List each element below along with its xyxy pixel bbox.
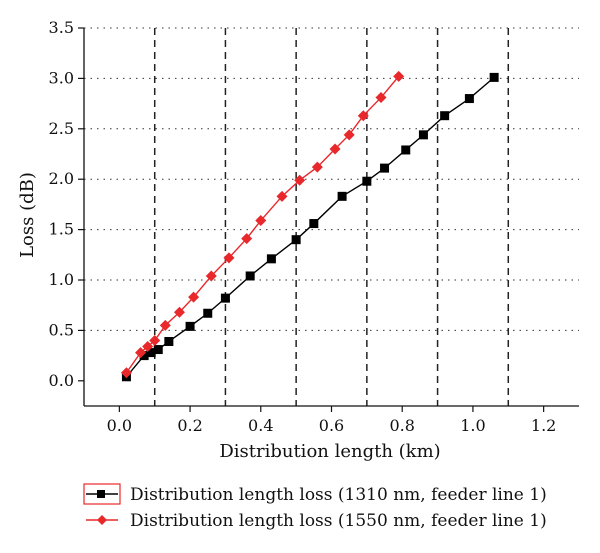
data-point-square [362,176,372,186]
axes-layer [78,27,579,412]
data-point-diamond [241,233,253,245]
data-point-diamond [205,270,217,282]
data-point-diamond [159,319,171,331]
data-point-diamond [375,92,387,104]
x-tick-label: 0.6 [319,416,344,435]
data-point-square [245,271,255,281]
data-point-diamond [311,161,323,173]
data-point-square [146,348,156,358]
legend-box [83,483,121,505]
y-tick-label: 1.5 [49,220,74,239]
x-tick-label: 0.4 [248,416,273,435]
data-point-diamond [294,174,306,186]
y-tick-label: 0.5 [49,320,74,339]
legend-label-1310: Distribution length loss (1310 nm, feede… [130,485,547,505]
data-point-square [266,254,276,264]
data-point-square [464,94,474,104]
data-point-diamond [188,291,200,303]
labels-layer: Distribution length (km) Loss (dB) 0.0 0.… [17,18,556,462]
data-point-square [309,219,319,229]
legend-marker-square [97,490,105,498]
legend: Distribution length loss (1310 nm, feede… [83,483,547,531]
legend-item-1550: Distribution length loss (1550 nm, feede… [86,511,547,531]
x-tick-label: 1.2 [531,416,556,435]
data-point-square [153,345,163,355]
data-point-diamond [223,252,235,264]
data-point-square [440,111,450,121]
data-point-diamond [149,334,161,346]
legend-item-1310: Distribution length loss (1310 nm, feede… [83,483,547,505]
grid-layer [84,27,579,406]
x-tick-label: 0.2 [177,416,202,435]
y-tick-label: 0.0 [49,371,74,390]
data-point-diamond [357,110,369,122]
y-tick-label: 3.0 [49,68,74,87]
x-axis-title: Distribution length (km) [219,441,440,462]
data-point-diamond [255,215,267,227]
data-point-square [164,336,174,346]
y-tick-label: 3.5 [49,18,74,37]
x-tick-label: 0.0 [107,416,132,435]
data-point-square [220,293,230,303]
data-point-square [139,351,149,361]
legend-label-1550: Distribution length loss (1550 nm, feede… [130,511,547,531]
data-point-diamond [276,190,288,202]
data-point-square [489,72,499,82]
data-point-diamond [135,347,147,359]
x-tick-label: 1.0 [460,416,485,435]
data-point-square [291,235,301,245]
y-axis-title: Loss (dB) [17,172,38,258]
data-point-diamond [329,143,341,155]
data-point-square [418,130,428,140]
data-point-diamond [120,367,132,379]
x-tick-label: 0.8 [389,416,414,435]
data-point-square [337,191,347,201]
data-point-diamond [142,341,154,353]
legend-marker-diamond [97,515,107,525]
data-point-square [185,321,195,331]
data-point-square [401,145,411,155]
y-tick-label: 2.5 [49,119,74,138]
data-point-square [203,308,213,318]
y-tick-label: 2.0 [49,169,74,188]
series-layer [120,70,499,382]
data-point-diamond [393,70,405,82]
y-tick-label: 1.0 [49,270,74,289]
data-point-square [380,163,390,173]
data-point-diamond [343,129,355,141]
data-point-diamond [173,306,185,318]
